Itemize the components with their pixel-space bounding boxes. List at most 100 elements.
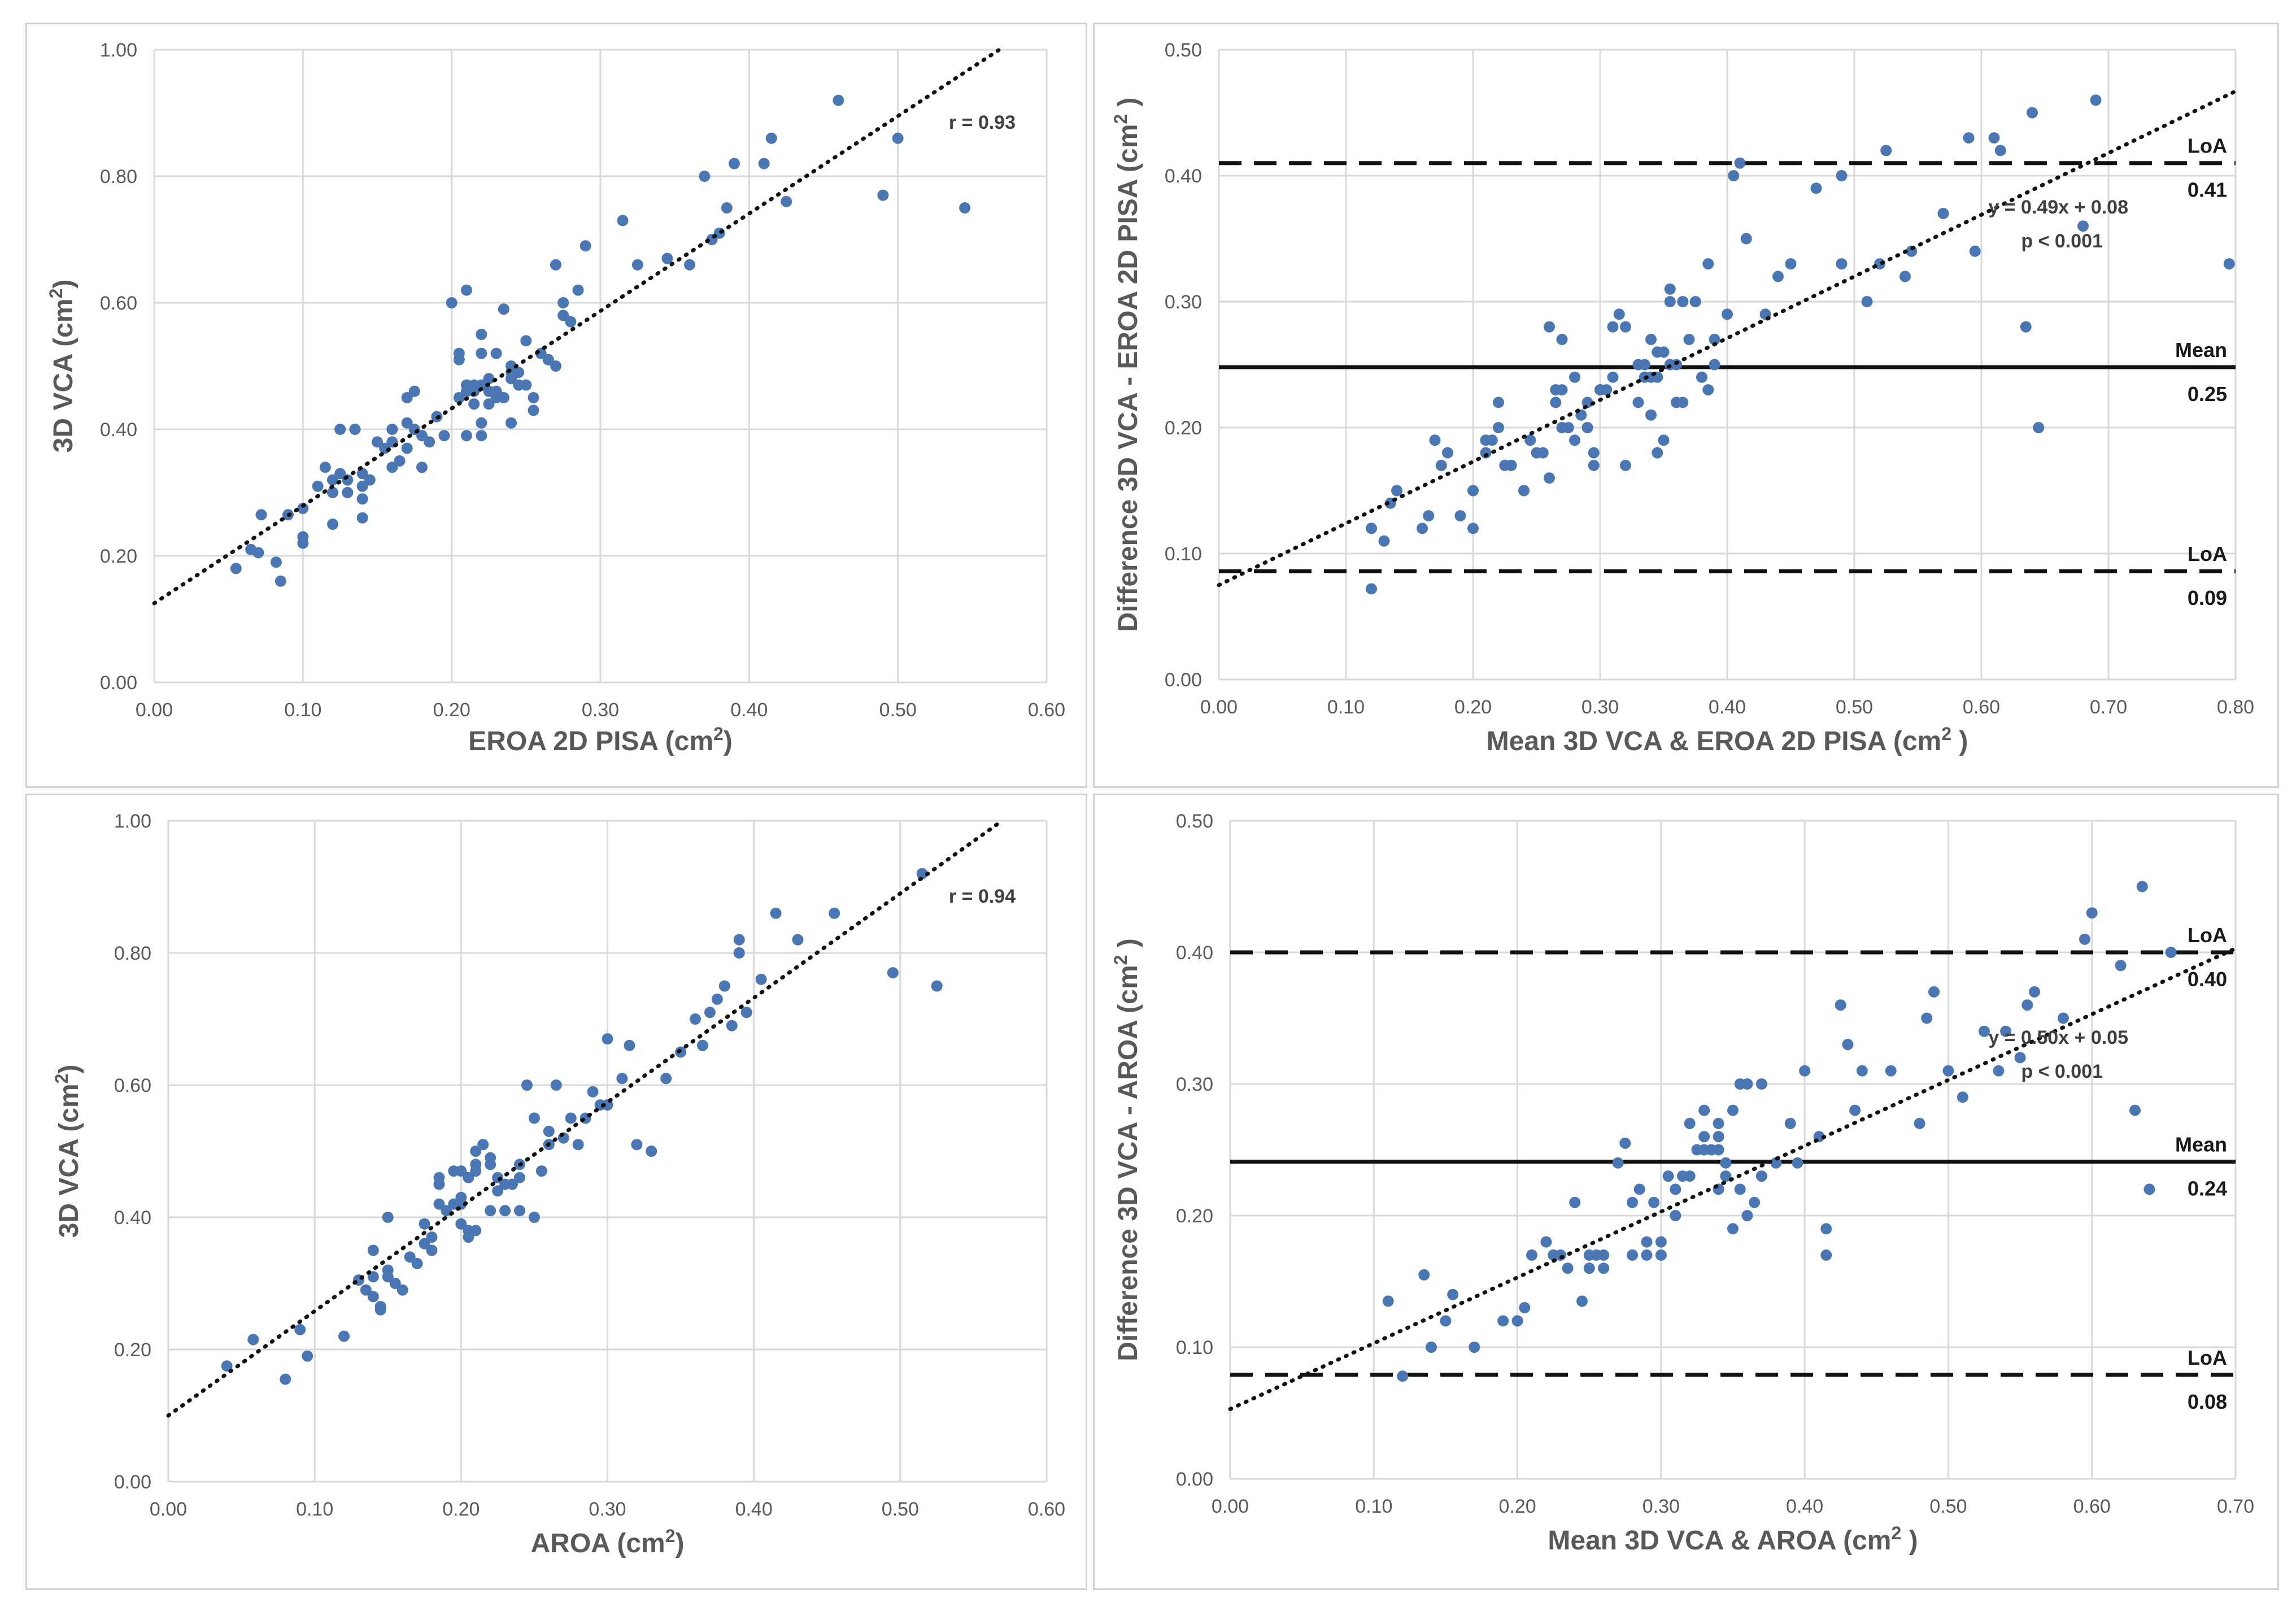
data-point	[1423, 510, 1435, 522]
fit-annotation: y = 0.50x + 0.05	[1988, 1027, 2128, 1048]
x-axis-unit-close: )	[724, 726, 733, 756]
data-point	[280, 1373, 291, 1385]
x-axis-label-text: AROA (cm	[530, 1529, 665, 1558]
data-point	[2136, 881, 2148, 892]
data-point	[1713, 1117, 1724, 1129]
y-tick-label: 0.00	[100, 672, 137, 694]
data-point	[2165, 947, 2177, 958]
data-point	[1493, 422, 1504, 433]
p-value-annotation: p < 0.001	[2021, 230, 2103, 252]
data-point	[367, 1291, 379, 1303]
data-point	[1612, 1157, 1624, 1169]
data-point	[617, 215, 629, 227]
data-point	[319, 461, 331, 473]
data-point	[1928, 986, 1940, 998]
data-point	[397, 1284, 408, 1296]
data-point	[624, 1039, 635, 1051]
data-point	[1713, 1144, 1724, 1156]
data-point	[1594, 384, 1606, 396]
data-point	[733, 934, 745, 946]
reference-line-value: 0.08	[2188, 1390, 2227, 1413]
data-point	[1511, 1315, 1523, 1327]
p-value-annotation: p < 0.001	[2021, 1061, 2103, 1082]
data-point	[514, 1205, 525, 1217]
data-point	[382, 1264, 394, 1276]
scatter-eroa-vs-3dvca: 0.00 0.10 0.20 0.30 0.40 0.50 0.60 0.00 0.20 0.40…	[46, 40, 1065, 756]
data-point	[1772, 271, 1784, 282]
data-point	[247, 1334, 259, 1346]
data-point	[302, 1350, 313, 1362]
data-point	[684, 259, 695, 271]
reference-line-name: LoA	[2188, 542, 2227, 565]
data-point	[2115, 960, 2127, 972]
data-point	[498, 392, 509, 403]
data-point	[476, 417, 487, 429]
data-point	[374, 1304, 386, 1316]
data-point	[1689, 296, 1701, 307]
y-tick-label: 1.00	[100, 40, 137, 61]
x-tick-label: 0.30	[582, 699, 619, 721]
data-point	[255, 509, 267, 521]
data-point	[1684, 1117, 1696, 1129]
y-tick-label: 0.30	[1165, 291, 1202, 313]
x-tick-label: 0.00	[136, 699, 173, 721]
x-axis-unit-close: )	[1901, 1526, 1918, 1556]
data-point	[699, 171, 711, 182]
x-tick-label: 0.00	[150, 1499, 187, 1520]
y-axis-label: 3D VCA (cm2)	[51, 1065, 84, 1238]
data-point	[1588, 459, 1600, 471]
data-point	[426, 1244, 438, 1256]
data-point	[2027, 107, 2038, 119]
data-point	[1641, 1236, 1653, 1248]
x-tick-label: 0.50	[1836, 696, 1873, 718]
data-point	[959, 202, 971, 214]
data-point	[386, 424, 398, 435]
x-tick-label: 0.50	[1929, 1496, 1967, 1517]
y-tick-label: 0.40	[100, 419, 137, 441]
data-point	[2020, 321, 2032, 333]
data-point	[1627, 1196, 1638, 1208]
data-point	[1486, 434, 1498, 446]
data-point	[1861, 296, 1873, 307]
y-tick-label: 0.20	[1176, 1205, 1213, 1227]
x-axis-label-text: Mean 3D VCA & EROA 2D PISA (cm	[1487, 726, 1942, 756]
data-point	[1569, 371, 1580, 383]
y-tick-label: 0.50	[1165, 40, 1202, 61]
x-tick-label: 0.50	[879, 699, 917, 721]
reference-line-name: Mean	[2175, 1133, 2227, 1156]
data-point	[1588, 447, 1600, 459]
x-tick-label: 0.10	[1355, 1496, 1392, 1517]
data-point	[334, 468, 346, 480]
chart-panel-3: 0.00 0.10 0.20 0.30 0.40 0.50 0.60 0.00 0.20 0.40…	[25, 794, 1087, 1590]
data-point	[275, 575, 286, 587]
data-point	[1397, 1370, 1409, 1382]
data-point	[1613, 308, 1625, 320]
data-point	[1664, 296, 1676, 307]
data-point	[1576, 1295, 1588, 1307]
trendline	[166, 818, 1004, 1418]
data-point	[372, 436, 383, 448]
data-point	[587, 1086, 599, 1098]
reference-line-value: 0.40	[2188, 968, 2227, 991]
data-point	[1810, 182, 1822, 194]
x-tick-label: 0.10	[1327, 696, 1365, 718]
data-point	[1677, 397, 1689, 408]
data-point	[2021, 999, 2033, 1011]
data-point	[461, 379, 472, 391]
data-point	[1722, 308, 1733, 320]
x-tick-label: 0.00	[1212, 1496, 1249, 1517]
data-point	[887, 967, 899, 979]
y-tick-label: 1.00	[114, 811, 151, 832]
y-axis-unit-close: )	[54, 1065, 84, 1074]
data-point	[476, 347, 487, 359]
data-point	[1518, 485, 1530, 497]
data-point	[1544, 472, 1555, 484]
x-axis-label-text: EROA 2D PISA (cm	[468, 726, 713, 756]
data-point	[483, 398, 495, 410]
x-axis-label: Mean 3D VCA & AROA (cm2 )	[1548, 1523, 1918, 1556]
y-tick-label: 0.20	[114, 1339, 151, 1361]
x-tick-label: 0.30	[1643, 1496, 1680, 1517]
data-point	[334, 424, 346, 435]
y-tick-label: 0.40	[1176, 942, 1213, 964]
data-point	[490, 347, 502, 359]
